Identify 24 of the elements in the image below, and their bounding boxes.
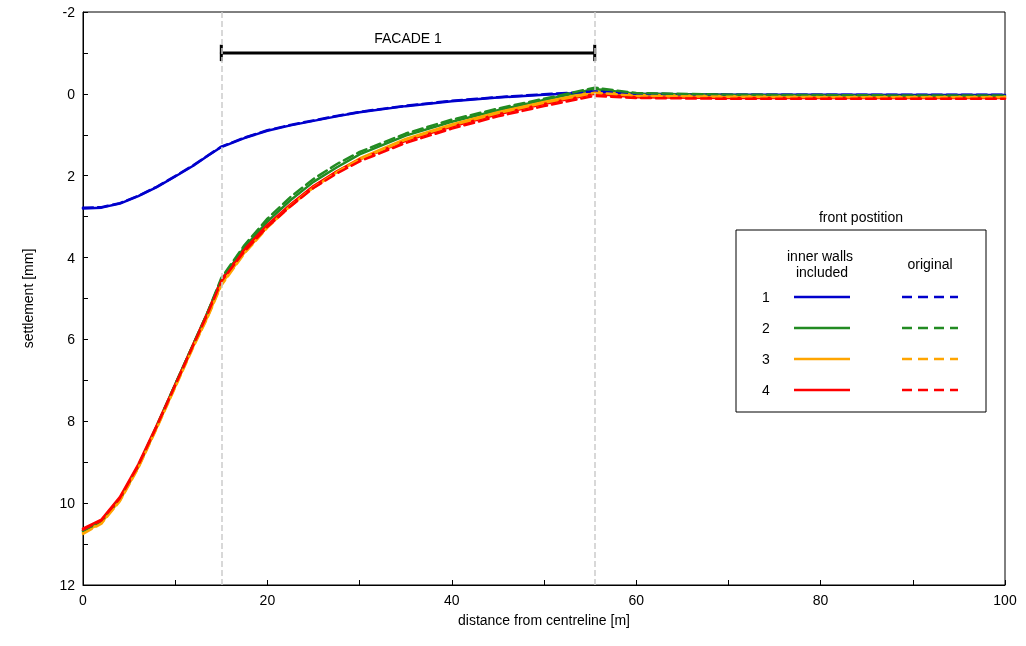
legend-label: 1 [762,289,771,305]
legend-label: 3 [762,351,771,367]
x-tick-label: 20 [259,592,276,608]
y-axis-title: settlement [mm] [20,248,36,349]
annotation: inner walls included [786,248,858,280]
y-tick-label: 10 [59,495,76,512]
x-axis-title: distance from centreline [m] [458,612,630,628]
x-tick-label: 40 [444,592,460,608]
x-tick-label: 60 [628,592,645,608]
y-tick-label: -2 [62,4,76,20]
annotation: original [907,256,953,272]
series-label: FACADE 1 [374,29,443,46]
y-tick-label: 0 [67,85,76,102]
legend-label: 2 [762,320,771,336]
legend-title: front postition [818,209,904,225]
y-tick-label: 4 [67,249,76,266]
y-tick-label: 2 [67,167,76,184]
y-tick-label: 12 [59,577,76,593]
x-tick-label: 80 [812,592,829,608]
x-tick-label: 0 [79,592,88,608]
legend-label: 4 [762,382,771,398]
y-tick-label: 6 [67,331,76,348]
x-tick-label: 100 [993,592,1017,608]
y-tick-label: 8 [67,413,76,430]
